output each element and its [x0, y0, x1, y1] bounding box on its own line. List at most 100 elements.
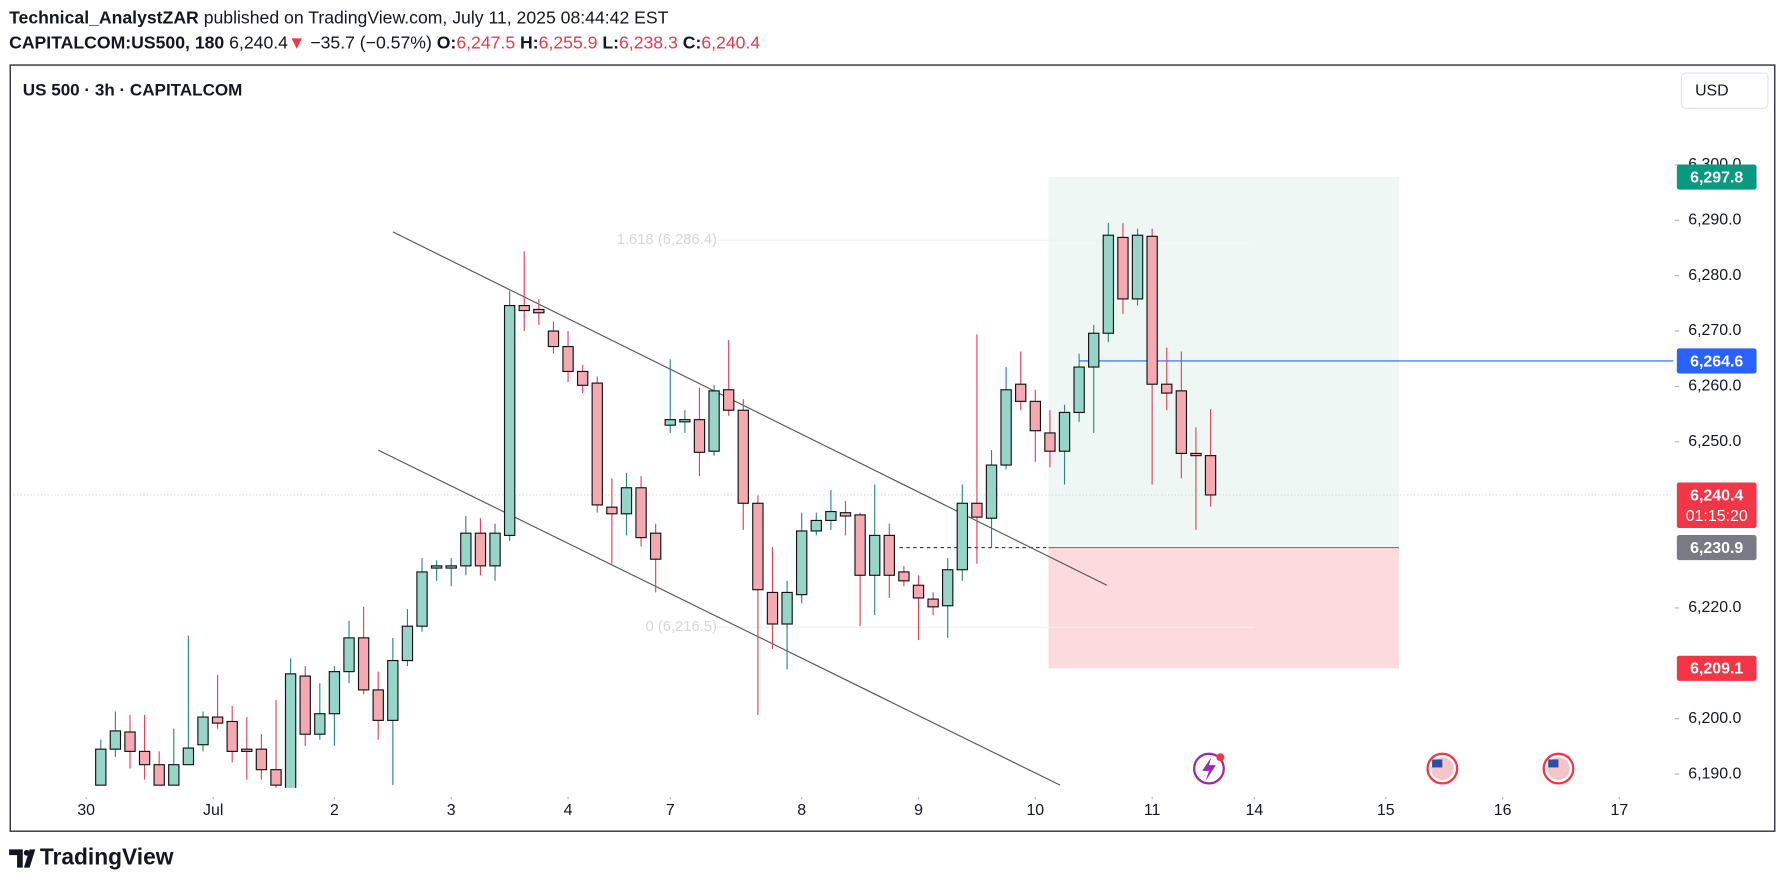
candle-body	[752, 502, 764, 591]
ohlc-value: 6,238.3	[619, 32, 678, 52]
candle-body	[883, 534, 895, 576]
candle-body	[182, 747, 195, 766]
candle-body	[606, 506, 618, 515]
event-icons	[1193, 752, 1575, 785]
ohlc-label: C:	[683, 32, 702, 52]
fib-label: 0 (6,216.5)	[645, 619, 717, 635]
y-tick-label: 6,290.0	[1688, 211, 1741, 228]
published: published on TradingView.com, July 11, 2…	[204, 7, 669, 27]
arrow: ▼	[288, 32, 305, 52]
candle-body	[1000, 389, 1012, 466]
x-tick-label: 8	[797, 802, 806, 819]
logo-dot	[23, 849, 30, 856]
candle-body	[1131, 234, 1144, 300]
candle-body	[591, 382, 603, 506]
candle-body	[138, 750, 151, 766]
y-tick-label: 6,280.0	[1688, 267, 1741, 284]
candle-body	[1175, 390, 1188, 454]
candle-body	[1044, 432, 1056, 452]
ohlc-label: L:	[602, 32, 619, 52]
candle-body	[781, 591, 793, 625]
price-label	[1676, 535, 1757, 561]
candle-body	[489, 532, 501, 567]
candle-body	[737, 409, 749, 504]
candle-body	[197, 716, 209, 746]
x-tick-label: 3	[447, 802, 456, 819]
price-label-text: 6,264.6	[1690, 353, 1743, 370]
candle-body	[416, 571, 428, 627]
candle-body	[898, 571, 910, 582]
candle-body	[460, 532, 472, 567]
candle-body	[299, 675, 311, 735]
ohlc-label: H:	[520, 32, 539, 52]
y-tick-label: 6,270.0	[1688, 322, 1741, 339]
ohlc-value: 6,240.4	[701, 32, 760, 52]
author: Technical_AnalystZAR	[9, 7, 199, 27]
candle-body	[825, 511, 837, 522]
candle-body	[474, 532, 487, 567]
y-tick-label: 6,190.0	[1688, 765, 1741, 782]
change: −35.7 (−0.57%)	[310, 32, 432, 52]
candle-body	[722, 389, 735, 411]
ohlc-value: 6,255.9	[539, 32, 598, 52]
plot-area: 1.618 (6,286.4) 0 (6,216.5)	[11, 177, 1674, 788]
candle-body	[1146, 235, 1158, 385]
x-tick-label: 17	[1611, 802, 1629, 819]
candle-body	[387, 659, 399, 721]
candle-body	[912, 584, 925, 599]
y-tick-label: 6,260.0	[1688, 378, 1741, 395]
price-label-text: 6,230.9	[1690, 540, 1743, 557]
candle-body	[956, 502, 969, 571]
candle-body	[124, 731, 136, 752]
candle-body	[1161, 383, 1173, 394]
y-tick-label: 6,200.0	[1688, 710, 1741, 727]
candle-body	[533, 308, 545, 314]
candle-body	[635, 487, 647, 539]
candle-body	[576, 370, 589, 386]
candle-body	[1117, 236, 1129, 300]
candle-body	[942, 569, 954, 607]
publish-line: Technical_AnalystZAR published on Tradin…	[9, 7, 669, 27]
candle-body	[401, 625, 414, 662]
candle-body	[1015, 383, 1027, 402]
candle-body	[1088, 332, 1100, 368]
currency: USD	[1695, 82, 1729, 99]
x-tick-label: 7	[666, 802, 675, 819]
candle-body	[95, 748, 107, 786]
price-label-text: 6,209.1	[1690, 661, 1743, 678]
candle-body	[810, 519, 822, 532]
candle-body	[270, 769, 282, 786]
candle-body	[1029, 400, 1042, 432]
candle-body	[284, 673, 297, 788]
candle-body	[664, 419, 676, 426]
candle-body	[927, 598, 939, 608]
candle-body	[211, 716, 224, 724]
price-label-text: 6,297.8	[1690, 169, 1743, 186]
candle-body	[430, 565, 443, 569]
price-label	[1676, 655, 1757, 681]
currency-button[interactable]	[1680, 72, 1769, 109]
candle-body	[518, 304, 530, 312]
candle-body	[153, 764, 165, 786]
x-tick-label: 15	[1377, 802, 1395, 819]
candle-body	[679, 419, 691, 423]
ohlc-label: O:	[437, 32, 457, 52]
candle-body	[971, 502, 983, 518]
event-dot	[1216, 753, 1225, 762]
candle-body	[620, 487, 633, 515]
brand-name: TradingView	[40, 844, 174, 870]
profit-zone	[1048, 177, 1399, 548]
candle-body	[314, 713, 326, 735]
candle-body	[445, 565, 457, 569]
flag-canton	[1548, 759, 1559, 768]
candle-body	[708, 390, 720, 452]
candle-body	[226, 720, 238, 752]
x-tick-label: Jul	[203, 802, 223, 819]
candle-body	[109, 730, 122, 750]
candle-body	[649, 532, 662, 560]
price-label	[1676, 482, 1757, 528]
chart-frame	[9, 64, 1776, 832]
candle-body	[869, 534, 881, 576]
